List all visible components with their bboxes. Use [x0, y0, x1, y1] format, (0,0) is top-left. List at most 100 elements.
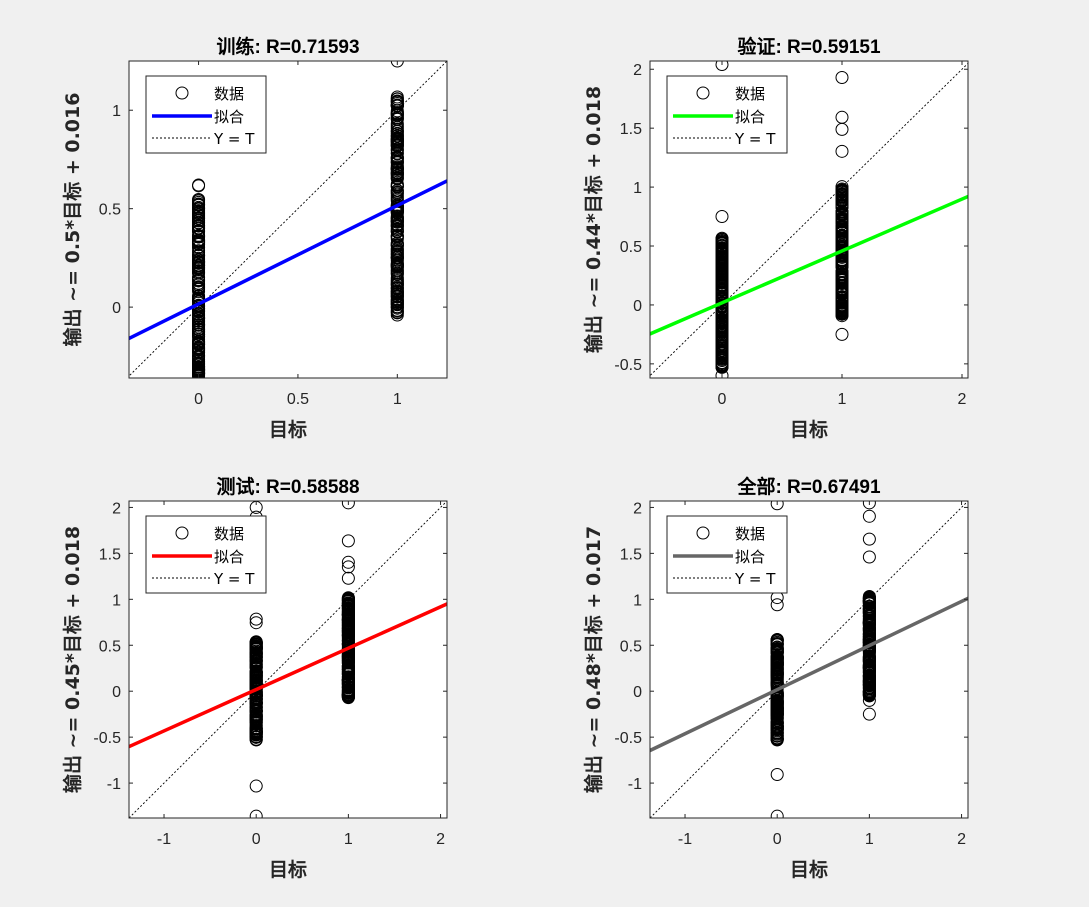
y-tick-label: 0 — [112, 300, 121, 317]
chart-title: 验证: R=0.59151 — [737, 35, 881, 58]
y-tick-label: 2 — [112, 500, 121, 517]
data-point — [249, 655, 263, 669]
data-point — [192, 255, 206, 269]
plot-area — [650, 501, 968, 818]
data-point — [715, 325, 729, 339]
data-point — [192, 284, 206, 298]
data-point — [862, 661, 876, 675]
data-point — [249, 779, 263, 793]
axes-box — [128, 60, 448, 379]
data-point — [341, 571, 355, 585]
data-point — [835, 270, 849, 284]
data-point — [341, 672, 355, 686]
data-point — [770, 732, 784, 746]
data-point — [770, 637, 784, 651]
x-tick-label: 1 — [344, 831, 353, 848]
x-tick-label: 1 — [865, 831, 874, 848]
data-point — [770, 701, 784, 715]
data-point — [192, 245, 206, 259]
data-point — [249, 637, 263, 651]
data-point — [390, 162, 404, 176]
data-point — [341, 691, 355, 705]
data-point — [249, 697, 263, 711]
legend-fit-label: 拟合 — [735, 108, 765, 126]
data-point — [390, 61, 404, 68]
panel-4: -1 0 1 2 -1 -0.5 0 0.5 1 1.5 2 全部: R=0.67491 目标 输出 ~=… — [582, 475, 969, 881]
y-tick-label: -0.5 — [614, 357, 642, 374]
data-point — [770, 768, 784, 782]
y-axis-label: 输出 ~= 0.44*目标 + 0.018 — [582, 86, 605, 353]
data-point — [715, 332, 729, 346]
y-axis-label: 输出 ~= 0.45*目标 + 0.018 — [61, 526, 84, 793]
data-point — [192, 281, 206, 295]
data-point — [249, 665, 263, 679]
data-point — [390, 228, 404, 242]
data-point — [390, 177, 404, 191]
data-point — [192, 237, 206, 251]
data-point — [835, 307, 849, 321]
data-point — [341, 555, 355, 569]
x-tick-label: 0 — [252, 831, 261, 848]
axes-box — [128, 500, 448, 819]
data-point — [835, 229, 849, 243]
data-point — [715, 238, 729, 252]
legend-fit-label: 拟合 — [214, 548, 244, 566]
axes-box — [649, 500, 969, 819]
data-point — [715, 266, 729, 280]
y-axis-label: 输出 ~= 0.48*目标 + 0.017 — [582, 526, 605, 793]
data-point — [835, 205, 849, 219]
data-point — [390, 99, 404, 113]
data-point — [341, 620, 355, 634]
y-tick-label: 1 — [112, 592, 121, 609]
data-point — [770, 656, 784, 670]
data-point — [770, 598, 784, 612]
y-tick-label: -1 — [628, 776, 642, 793]
plot-area — [129, 501, 447, 818]
y-tick-label: 0 — [633, 298, 642, 315]
data-point — [862, 509, 876, 523]
data-point — [862, 668, 876, 682]
data-point — [249, 650, 263, 664]
panel-2: 0 1 2 -0.5 0 0.5 1 1.5 2 验证: R=0.59151 目标 输出 ~= 0.4… — [582, 35, 969, 441]
legend-identity-label: Y = T — [734, 570, 776, 588]
y-tick-label: -0.5 — [93, 730, 121, 747]
data-point — [341, 654, 355, 668]
data-point — [390, 238, 404, 252]
data-point — [862, 613, 876, 627]
data-point — [862, 684, 876, 698]
data-point — [192, 216, 206, 230]
data-point — [192, 202, 206, 216]
data-point — [192, 270, 206, 284]
data-point — [862, 501, 876, 510]
data-point — [835, 184, 849, 198]
data-point — [390, 156, 404, 170]
data-point — [390, 214, 404, 228]
x-axis-label: 目标 — [269, 419, 307, 441]
data-point — [835, 327, 849, 341]
data-point — [390, 259, 404, 273]
data-point — [835, 276, 849, 290]
data-point — [390, 132, 404, 146]
data-point — [192, 197, 206, 211]
panel-3: -1 0 1 2 -1 -0.5 0 0.5 1 1.5 2 测试: R=0.58588 目标 输出 ~=… — [61, 476, 448, 881]
x-tick-label: -1 — [157, 831, 171, 848]
data-point — [249, 730, 263, 744]
y-tick-label: 0 — [633, 684, 642, 701]
data-point — [390, 170, 404, 184]
fit-line — [129, 178, 447, 341]
y-tick-label: 2 — [633, 62, 642, 79]
legend-data-label: 数据 — [735, 525, 765, 543]
data-point — [341, 668, 355, 682]
data-point — [192, 178, 206, 192]
data-point — [341, 630, 355, 644]
y-tick-label: 0 — [112, 684, 121, 701]
data-point — [770, 697, 784, 711]
identity-line — [129, 501, 447, 818]
data-point — [390, 106, 404, 120]
identity-line — [129, 61, 447, 377]
data-point — [249, 721, 263, 735]
